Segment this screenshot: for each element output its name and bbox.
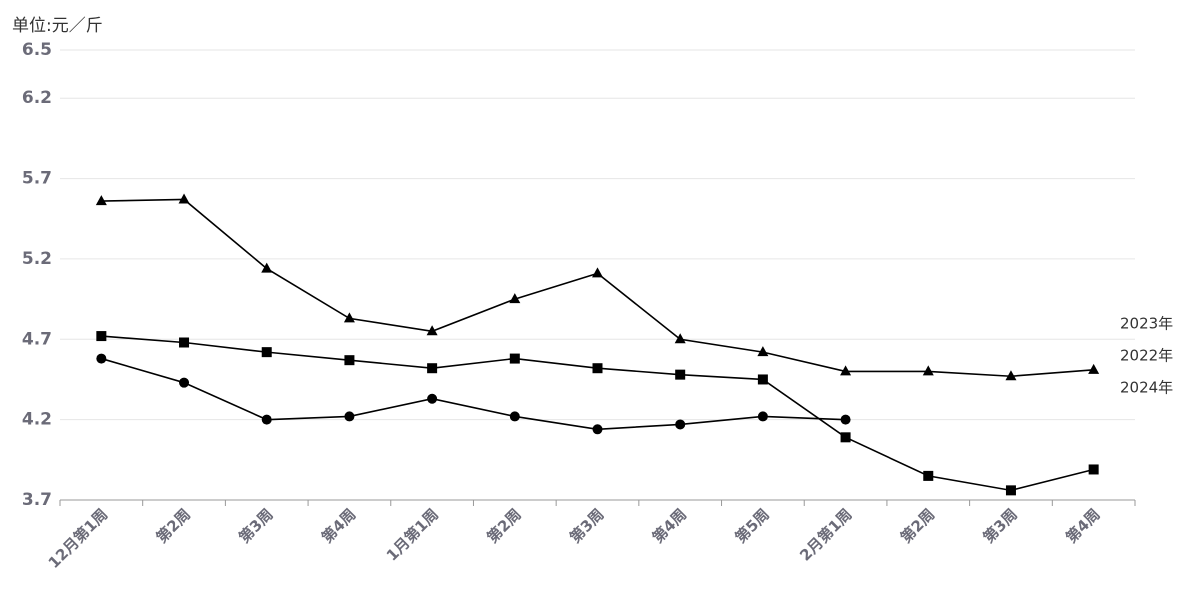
x-tick-label: 第5周	[732, 505, 773, 546]
x-tick-label: 第3周	[980, 505, 1021, 546]
y-unit-label: 单位:元／斤	[12, 16, 103, 36]
data-point	[1088, 363, 1100, 374]
y-tick-label: 4.7	[22, 329, 52, 349]
data-point	[1005, 370, 1017, 381]
data-point	[509, 353, 520, 364]
data-point	[592, 363, 603, 374]
data-point	[509, 411, 520, 422]
data-point	[344, 411, 355, 422]
y-tick-label: 5.2	[22, 249, 52, 269]
data-point	[426, 325, 438, 336]
data-point	[95, 195, 107, 206]
data-point	[427, 363, 438, 374]
y-tick-label: 4.2	[22, 410, 52, 430]
x-tick-label: 第2周	[153, 505, 194, 546]
x-tick-label: 第2周	[483, 505, 524, 546]
data-point	[344, 355, 355, 366]
data-point	[675, 369, 686, 380]
y-tick-label: 3.7	[22, 490, 52, 510]
data-point	[179, 337, 190, 348]
data-point	[840, 365, 852, 376]
series-line	[101, 335, 1094, 492]
x-tick-label: 第4周	[1062, 505, 1103, 546]
legend-label: 2023年	[1120, 315, 1173, 333]
x-tick-label: 12月第1周	[45, 505, 112, 572]
x-tick-label: 第2周	[897, 505, 938, 546]
y-tick-label: 6.5	[22, 40, 52, 60]
data-point	[1088, 464, 1099, 475]
data-point	[757, 374, 768, 385]
data-point	[757, 411, 768, 422]
data-point	[675, 419, 686, 430]
data-point	[509, 293, 521, 304]
data-point	[757, 346, 769, 357]
data-point	[923, 470, 934, 481]
x-tick-label: 2月第1周	[796, 505, 855, 564]
y-tick-label: 6.2	[22, 88, 52, 108]
data-point	[592, 424, 603, 435]
x-tick-label: 第3周	[235, 505, 276, 546]
data-point	[592, 267, 603, 278]
x-tick-label: 1月第1周	[383, 505, 442, 564]
series-line	[101, 357, 846, 431]
legend-label: 2022年	[1120, 347, 1173, 365]
data-point	[179, 377, 190, 388]
data-point	[261, 414, 272, 425]
data-point	[922, 365, 934, 376]
legend-label: 2024年	[1120, 379, 1173, 397]
data-point	[261, 262, 273, 273]
data-point	[840, 432, 851, 443]
data-point	[674, 333, 686, 344]
data-point	[343, 312, 355, 323]
data-point	[96, 331, 107, 342]
data-point	[178, 193, 190, 204]
x-tick-label: 第3周	[566, 505, 607, 546]
data-point	[1005, 485, 1016, 496]
y-tick-label: 5.7	[22, 169, 52, 189]
data-point	[427, 393, 438, 404]
data-point	[261, 347, 272, 358]
data-point	[96, 353, 107, 364]
x-tick-label: 第4周	[649, 505, 690, 546]
x-tick-label: 第4周	[318, 505, 359, 546]
data-point	[840, 414, 851, 425]
